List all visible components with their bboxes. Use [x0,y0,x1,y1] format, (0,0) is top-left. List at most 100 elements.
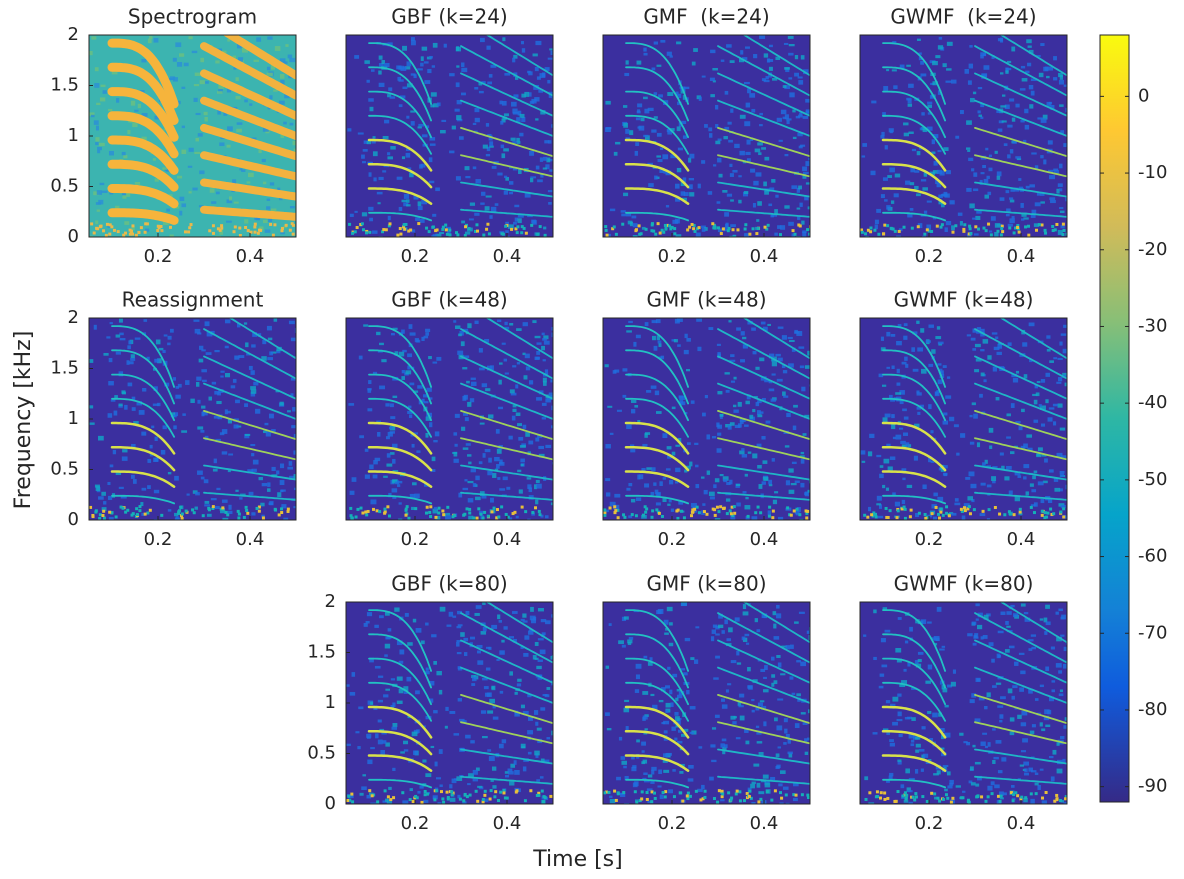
heatmap-texture [881,665,887,668]
heatmap-texture [1060,211,1065,213]
heatmap-texture [1046,76,1050,78]
heatmap-texture [1067,80,1071,83]
x-tick-label: 0.2 [401,813,430,834]
heatmap-texture [135,507,138,510]
heatmap-texture [623,766,627,768]
heatmap-texture [267,326,272,331]
heatmap-texture [659,232,662,235]
heatmap-texture [114,411,118,416]
heatmap-texture [721,698,725,701]
heatmap-texture [892,366,895,369]
heatmap-texture [736,737,741,739]
heatmap-texture [173,58,177,62]
heatmap-texture [269,501,273,505]
heatmap-texture [928,665,932,670]
heatmap-texture [467,323,471,328]
heatmap-texture [604,225,607,228]
heatmap-texture [673,232,676,235]
heatmap-texture [1022,738,1028,742]
heatmap-texture [425,623,429,626]
heatmap-texture [399,227,402,230]
heatmap-texture [739,694,744,698]
heatmap-texture [1058,609,1063,611]
heatmap-texture [769,67,773,71]
heatmap-texture [389,427,392,429]
heatmap-texture [489,74,493,78]
heatmap-texture [964,509,967,512]
x-tick-label: 0.4 [750,813,779,834]
heatmap-texture [686,369,690,371]
heatmap-texture [267,488,271,492]
heatmap-texture [635,689,639,693]
heatmap-texture [671,702,674,707]
heatmap-texture [1028,648,1032,651]
heatmap-texture [800,365,804,368]
heatmap-texture [133,479,137,484]
heatmap-texture [288,55,293,59]
heatmap-texture [234,355,239,359]
heatmap-texture [509,436,513,440]
heatmap-texture [1041,510,1044,513]
heatmap-texture [603,508,606,511]
heatmap-texture [194,84,199,86]
heatmap-texture [801,452,805,454]
heatmap-texture [640,797,643,800]
heatmap-texture [1011,696,1014,700]
heatmap-texture [740,716,745,721]
heatmap-texture [515,384,518,388]
heatmap-texture [998,631,1004,633]
heatmap-texture [489,215,492,219]
heatmap-texture [136,513,139,516]
heatmap-texture [807,351,811,356]
heatmap-texture [436,671,442,675]
heatmap-texture [414,74,417,78]
heatmap-texture [956,453,959,456]
heatmap-texture [956,785,961,787]
heatmap-texture [541,790,544,793]
heatmap-texture [776,613,781,618]
heatmap-texture [973,414,978,419]
heatmap-texture [882,385,886,387]
heatmap-texture [108,413,113,418]
heatmap-texture [606,234,609,237]
heatmap-texture [266,432,271,437]
heatmap-texture [970,98,975,102]
heatmap-texture [168,336,172,340]
heatmap-texture [944,473,947,476]
heatmap-texture [774,636,780,640]
heatmap-texture [936,225,939,228]
heatmap-texture [421,237,425,241]
heatmap-texture [899,428,903,430]
heatmap-texture [503,791,506,794]
heatmap-texture [675,468,680,472]
heatmap-texture [984,195,989,199]
heatmap-texture [425,332,429,336]
heatmap-texture [462,367,467,369]
heatmap-texture [759,113,763,115]
heatmap-texture [936,638,940,641]
heatmap-texture [418,201,422,206]
heatmap-texture [267,199,270,201]
heatmap-texture [173,377,176,380]
heatmap-texture [927,711,931,714]
heatmap-texture [479,513,482,516]
heatmap-texture [497,320,501,322]
heatmap-texture [873,609,876,613]
heatmap-texture [917,151,921,155]
heatmap-texture [473,483,477,487]
heatmap-texture [543,167,547,169]
heatmap-texture [688,226,691,229]
heatmap-texture [988,742,991,747]
heatmap-texture [793,405,798,408]
heatmap-texture [789,340,795,342]
heatmap-texture [144,231,147,234]
heatmap-texture [891,334,895,337]
heatmap-texture [141,432,146,436]
heatmap-texture [788,752,793,755]
heatmap-texture [447,796,450,799]
heatmap-texture [430,104,434,107]
heatmap-texture [990,233,993,236]
heatmap-texture [669,622,673,625]
heatmap-texture [796,660,801,662]
x-tick-label: 0.2 [915,529,944,550]
